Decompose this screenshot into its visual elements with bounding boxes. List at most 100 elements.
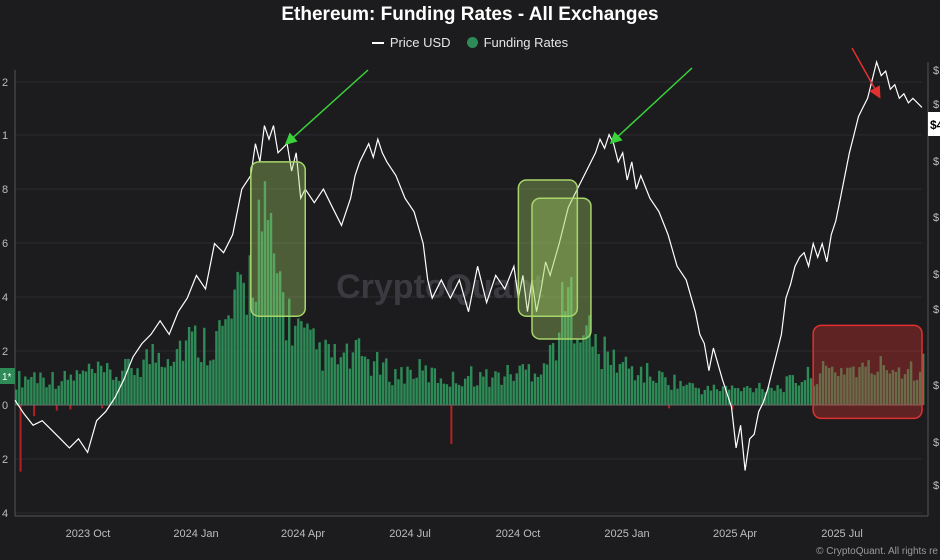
funding-bar <box>18 371 21 405</box>
funding-bar <box>658 370 661 405</box>
funding-bar <box>655 382 658 405</box>
funding-bar <box>733 388 737 405</box>
x-tick-label: 2025 Jan <box>604 528 649 540</box>
funding-bar <box>891 369 895 405</box>
funding-bar <box>670 389 673 405</box>
left-tick-label: 6 <box>2 238 8 250</box>
funding-bar <box>460 386 464 405</box>
funding-bar <box>163 367 167 405</box>
funding-bar <box>591 346 594 405</box>
funding-bar <box>855 377 858 405</box>
highlight-box <box>250 161 306 317</box>
funding-bar <box>846 367 849 405</box>
legend-line-icon <box>371 41 384 44</box>
funding-bar <box>509 374 512 405</box>
funding-bar <box>815 384 819 405</box>
funding-bar <box>303 327 306 405</box>
funding-bar <box>451 371 455 405</box>
x-tick-label: 2025 Apr <box>713 528 757 540</box>
funding-bar <box>251 297 255 405</box>
funding-bar <box>673 374 676 405</box>
funding-bar <box>494 371 497 405</box>
funding-bar <box>821 360 825 405</box>
funding-bar <box>139 377 142 405</box>
funding-bar <box>445 384 449 405</box>
funding-bar <box>727 389 731 405</box>
funding-bar <box>648 376 652 405</box>
funding-bar <box>427 382 430 405</box>
funding-bar <box>664 377 667 405</box>
funding-bar <box>879 356 882 405</box>
funding-bar <box>215 331 218 405</box>
x-tick-label: 2024 Oct <box>496 528 541 540</box>
funding-bar <box>51 372 54 405</box>
legend-item-funding[interactable]: Funding Rates <box>466 35 569 50</box>
funding-bar <box>715 389 719 405</box>
funding-bar <box>442 383 446 405</box>
funding-bar-negative <box>69 405 72 410</box>
funding-bar <box>864 366 867 405</box>
funding-bar <box>200 362 203 405</box>
funding-bar <box>81 370 85 405</box>
funding-bar <box>330 357 333 405</box>
funding-bar <box>867 360 870 405</box>
funding-bar <box>785 376 788 405</box>
funding-bar <box>212 359 215 405</box>
funding-bar <box>597 353 600 405</box>
funding-bar <box>248 255 251 405</box>
left-marker-badge <box>0 368 15 384</box>
funding-bar <box>809 378 813 405</box>
funding-bar <box>897 367 901 405</box>
funding-bar <box>542 363 546 405</box>
funding-bar <box>633 380 637 405</box>
funding-bar <box>530 381 534 405</box>
funding-bar <box>184 340 188 405</box>
funding-bar <box>30 376 33 405</box>
funding-bar <box>794 383 798 405</box>
highlight-box <box>517 179 579 317</box>
funding-bar-negative <box>450 405 453 444</box>
funding-bar <box>133 375 136 405</box>
funding-bar <box>175 349 179 405</box>
funding-bar <box>703 389 707 405</box>
funding-bar <box>512 380 515 405</box>
funding-bar <box>197 357 200 405</box>
funding-bar <box>96 361 100 405</box>
price-line <box>14 59 923 471</box>
funding-bar <box>109 369 112 405</box>
funding-bar <box>603 336 606 405</box>
left-tick-label: 4 <box>2 292 8 304</box>
funding-bar <box>691 383 694 405</box>
funding-bar <box>782 392 785 405</box>
funding-bar <box>682 386 685 405</box>
funding-bar <box>394 369 397 405</box>
funding-bar <box>852 366 855 405</box>
funding-bar <box>837 376 840 405</box>
funding-bar <box>178 340 182 405</box>
funding-bar <box>363 356 367 405</box>
funding-bar <box>430 367 434 405</box>
funding-bar-negative <box>731 405 734 410</box>
x-tick-label: 2024 Apr <box>281 528 325 540</box>
funding-bar <box>676 388 679 405</box>
funding-bar <box>712 384 716 405</box>
funding-bar <box>439 378 443 405</box>
funding-bar <box>336 364 339 405</box>
funding-bar <box>272 253 276 405</box>
funding-bar <box>245 314 248 405</box>
funding-bar <box>306 323 309 405</box>
funding-bar <box>718 391 722 405</box>
funding-bar <box>457 384 461 405</box>
funding-bar <box>473 386 476 405</box>
funding-bar <box>263 181 267 405</box>
funding-bar-negative <box>101 405 104 409</box>
funding-bar <box>758 382 761 405</box>
funding-bar <box>409 369 412 405</box>
legend-item-price[interactable]: Price USD <box>371 35 451 50</box>
legend-label-funding: Funding Rates <box>483 35 569 50</box>
funding-bar <box>600 369 603 405</box>
funding-bar <box>888 373 892 405</box>
funding-bar <box>297 318 300 405</box>
funding-bar <box>433 368 437 405</box>
